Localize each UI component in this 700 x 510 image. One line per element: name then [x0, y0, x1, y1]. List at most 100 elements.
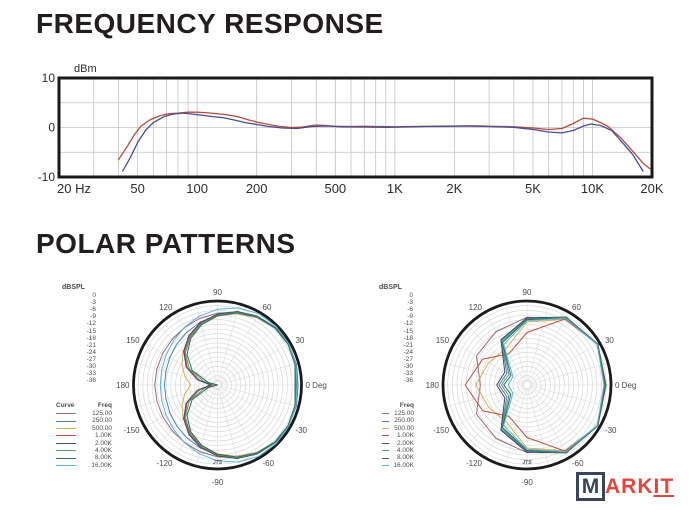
fr-xtick: 50: [130, 181, 144, 196]
db-scale-units: dBSPL: [379, 284, 402, 291]
polar-angle-label: -30: [295, 426, 307, 435]
frequency-response-title: FREQUENCY RESPONSE: [36, 8, 384, 39]
legend-swatch: [56, 457, 76, 459]
polar-footer-mark: JTS: [213, 460, 223, 466]
polar-angle-label: -120: [466, 459, 483, 468]
fr-xtick: 5K: [525, 181, 541, 196]
legend-row: 250.00: [56, 417, 112, 424]
polar-spoke: [218, 387, 260, 458]
polar-angle-label: 180: [116, 381, 130, 390]
fr-xtick: 500: [324, 181, 346, 196]
legend-swatch: [56, 450, 76, 452]
db-scale-value: -27: [403, 355, 413, 363]
db-scale-value: -9: [90, 313, 96, 321]
polar-spoke: [467, 386, 526, 445]
db-scale-value: -24: [86, 348, 96, 356]
fr-xtick: 100: [186, 181, 208, 196]
polar-spoke: [144, 342, 216, 384]
polar-spoke: [175, 387, 217, 458]
legend-row: 16.00K: [382, 462, 414, 469]
legend-freq-value: 8.00K: [95, 454, 112, 462]
db-scale-value: -30: [86, 363, 96, 371]
legend-swatch: [382, 457, 389, 459]
polar-spoke: [175, 312, 217, 383]
legend-freq-value: 125.00: [92, 410, 112, 417]
db-scale-value: -30: [403, 363, 413, 371]
legend-freq-value: 1.00K: [397, 432, 414, 440]
fr-xtick: 20K: [640, 181, 663, 196]
fr-xtick: 20 Hz: [57, 181, 91, 196]
legend-row: 1.00K: [56, 432, 112, 439]
legend-freq-value: 500.00: [394, 424, 414, 432]
polar-angle-label: 60: [263, 303, 272, 312]
polar-angle-label: 0 Deg: [306, 381, 327, 390]
polar-spoke: [144, 386, 216, 428]
legend-freq-value: 8.00K: [397, 454, 414, 462]
polar-spoke: [218, 312, 260, 383]
legend-freq-value: 2.00K: [397, 439, 414, 447]
legend-freq-value: 16.00K: [91, 461, 112, 469]
polar-outer-ring: [441, 299, 613, 471]
legend-row: 2.00K: [56, 440, 112, 447]
polar-angle-label: -30: [605, 426, 617, 435]
watermark-boxed-letter: M: [576, 472, 605, 501]
polar-curve-16.00K: [159, 307, 298, 463]
polar-spoke: [528, 325, 587, 384]
db-scale-value: -12: [403, 320, 413, 328]
polar-spoke: [529, 342, 600, 384]
db-scale-value: -15: [86, 327, 96, 335]
polar-spoke: [219, 325, 278, 384]
legend-curve-header: Curve: [56, 402, 75, 409]
fr-xtick: 1K: [387, 181, 403, 196]
polar-angle-label: 30: [605, 336, 614, 345]
fr-ytick: -10: [38, 170, 56, 184]
watermark-markit: M ARK IT: [576, 472, 674, 501]
polar-angle-label: -90: [212, 478, 224, 487]
polar-angle-label: 120: [159, 303, 173, 312]
polar-spoke: [219, 386, 291, 428]
legend-row: 4.00K: [382, 447, 414, 454]
polar-spoke: [527, 303, 549, 383]
polar-angle-label: 180: [426, 381, 440, 390]
legend-swatch: [56, 420, 76, 422]
db-scale-value: -24: [403, 348, 413, 356]
polar-curve-2.00K: [496, 316, 607, 454]
legend-row: 2.00K: [382, 440, 414, 447]
legend-row: 500.00: [382, 425, 414, 432]
legend-freq-value: 125.00: [394, 410, 414, 417]
polar-curve-2.00K: [183, 311, 297, 459]
polar-angle-label: 90: [523, 288, 532, 297]
legend-row: 16.00K: [56, 462, 112, 469]
legend-freq-value: 4.00K: [95, 446, 112, 454]
polar-spoke: [220, 385, 299, 407]
db-scale-value: -21: [86, 341, 96, 349]
db-scale-value: -9: [407, 313, 413, 321]
legend-row: 8.00K: [382, 454, 414, 461]
polar-patterns-title: POLAR PATTERNS: [36, 228, 296, 259]
db-scale-right: dBSPL 0 -3 -6 -9 -12 -15 -18 -21 -24 -27 -30 -33 -36: [379, 284, 413, 384]
watermark-text-underlined: IT: [653, 474, 675, 498]
polar-spoke: [218, 387, 240, 467]
db-scale-value: -3: [407, 299, 413, 307]
polar-chart-right: 90 120 150 180 -150 -120 -90 -60 -30 0 Deg 30 60 JTS: [426, 288, 637, 487]
legend-freq-header: Freq: [399, 402, 414, 409]
legend-row: 125.00: [382, 410, 414, 417]
polar-footer-mark: JTS: [522, 460, 532, 466]
db-scale-value: -27: [86, 355, 96, 363]
db-scale-value: -36: [403, 377, 413, 385]
db-scale-value: -36: [86, 377, 96, 385]
legend-swatch: [56, 427, 76, 429]
legend-swatch: [56, 435, 76, 437]
legend-freq-value: 1.00K: [95, 432, 112, 440]
legend-row: 125.00: [56, 410, 112, 417]
db-scale-value: -6: [90, 306, 96, 314]
legend-row: 500.00: [56, 425, 112, 432]
legend-swatch: [382, 435, 389, 437]
polar-curve-250.00: [164, 313, 299, 457]
db-scale-value: 0: [92, 292, 96, 300]
legend-swatch: [382, 420, 389, 422]
curve-legend-left: Curve Freq 125.00 250.00 500.00 1.00K 2.00K 4.0…: [56, 402, 112, 469]
polar-spoke: [195, 303, 217, 383]
polar-angle-label: 0 Deg: [615, 381, 636, 390]
fr-frame: [57, 76, 654, 179]
